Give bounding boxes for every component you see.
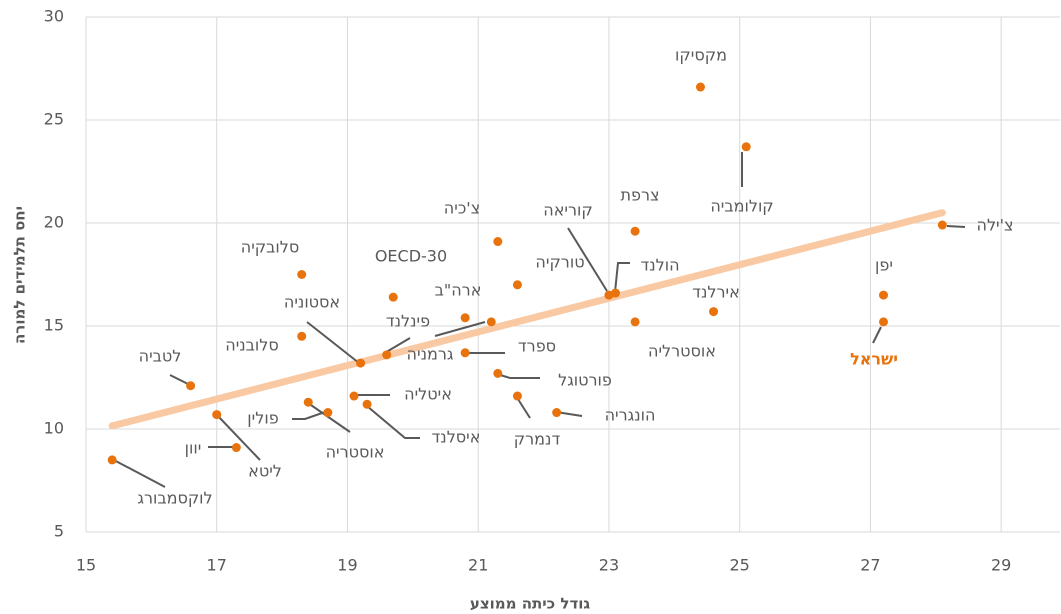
leader-line [169, 374, 191, 386]
point [356, 358, 366, 368]
point-label: איטליה [404, 385, 452, 404]
point-label: לטביה [139, 347, 182, 366]
point [512, 391, 522, 401]
point-label: מקסיקו [675, 46, 727, 65]
point [303, 397, 313, 407]
point [460, 313, 470, 323]
point-label: צ'ילה [976, 216, 1013, 235]
point-label: OECD-30 [375, 247, 447, 266]
y-axis-label: יחס תלמידים למורה [11, 206, 29, 344]
point [493, 368, 503, 378]
y-tick-label: 10 [44, 419, 64, 438]
point-label: דנמרק [514, 430, 561, 449]
x-tick-label: 27 [860, 556, 880, 575]
x-tick-label: 23 [599, 556, 619, 575]
point [937, 220, 947, 230]
leader-line [292, 411, 326, 420]
point [297, 331, 307, 341]
point-label: יוון [185, 439, 202, 458]
point-label: קולומביה [710, 197, 773, 216]
point [552, 408, 562, 418]
point [709, 307, 719, 317]
point-label: סלובקיה [241, 238, 299, 257]
point-label: יפן [875, 256, 893, 275]
point [231, 443, 241, 453]
x-tick-label: 15 [76, 556, 96, 575]
x-tick-label: 17 [207, 556, 227, 575]
point [107, 455, 117, 465]
point [879, 290, 889, 300]
point [630, 317, 640, 327]
leader-line [306, 321, 360, 364]
point [695, 82, 705, 92]
point [186, 381, 196, 391]
x-tick-label: 25 [730, 556, 750, 575]
point-label: קוריאה [543, 201, 592, 220]
point [388, 292, 398, 302]
point-label: סלובניה [225, 336, 279, 355]
leader-line [307, 402, 351, 433]
point [879, 317, 889, 327]
x-tick-label: 29 [991, 556, 1011, 575]
point-label: הונגריה [605, 406, 656, 425]
leader-line [366, 405, 420, 439]
y-tick-label: 25 [44, 110, 64, 129]
point [362, 399, 372, 409]
point-label: פינלנד [386, 312, 430, 331]
point-label: גרמניה [407, 345, 454, 364]
y-tick-label: 5 [54, 522, 64, 541]
point-label: איסלנד [432, 428, 481, 447]
leader-line [567, 227, 608, 292]
x-axis-label: גודל כיתה ממוצע [470, 595, 591, 613]
leader-line [946, 225, 966, 228]
point-label: ארה"ב [435, 281, 482, 300]
y-tick-label: 15 [44, 316, 64, 335]
point-label: צ'כיה [444, 199, 480, 218]
point-label: הולנד [640, 256, 679, 275]
point-label: אירלנד [692, 283, 740, 302]
point-label: אוסטריה [326, 443, 385, 462]
point [512, 280, 522, 290]
point [349, 391, 359, 401]
trend-line [108, 209, 946, 430]
point-label: טורקיה [535, 253, 584, 272]
point-label: ספרד [518, 337, 556, 356]
point [460, 348, 470, 358]
x-tick-label: 21 [468, 556, 488, 575]
point [741, 142, 751, 152]
x-tick-label: 19 [337, 556, 357, 575]
point [486, 317, 496, 327]
point [493, 237, 503, 247]
point [610, 288, 620, 298]
point-label: פולין [247, 409, 278, 428]
point-label: פורטוגל [558, 371, 612, 390]
point [297, 270, 307, 279]
point-label: לוקסמבורג [137, 489, 212, 508]
point [212, 410, 222, 420]
leader-line [872, 326, 882, 344]
leader-line [614, 262, 630, 293]
leader-line [216, 414, 261, 461]
point-label: ליטא [248, 462, 282, 481]
leader-line [111, 458, 166, 488]
leader-line [496, 373, 540, 379]
point-label: ישראל [850, 350, 898, 369]
leader-line [434, 321, 486, 337]
point [323, 408, 333, 418]
point [630, 226, 640, 236]
point-label: צרפת [620, 186, 659, 205]
point [382, 350, 392, 360]
point-label: אוסטרליה [648, 342, 716, 361]
point-label: אסטוניה [284, 293, 340, 312]
y-tick-label: 20 [44, 213, 64, 232]
y-tick-label: 30 [44, 7, 64, 26]
